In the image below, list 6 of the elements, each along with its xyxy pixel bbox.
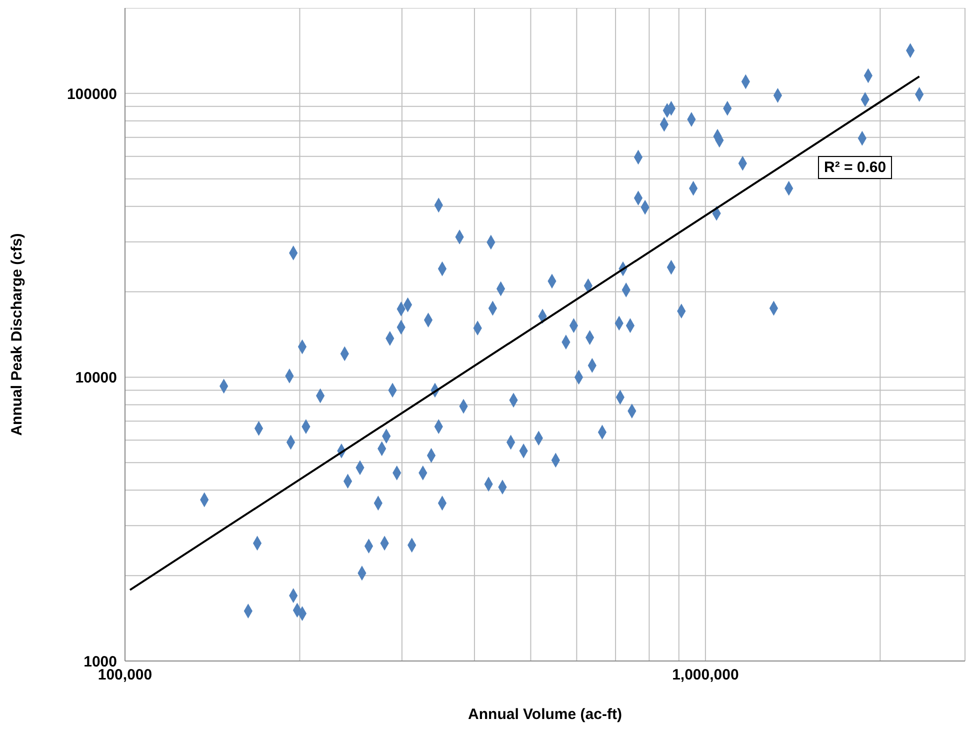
- x-axis-title: Annual Volume (ac-ft): [468, 706, 622, 723]
- y-tick-label: 10000: [75, 370, 117, 387]
- x-tick-label: 1,000,000: [672, 666, 739, 684]
- y-axis-title: Annual Peak Discharge (cfs): [8, 233, 26, 436]
- y-tick-label: 100000: [66, 86, 117, 103]
- annotation: R² = 0.60: [818, 156, 892, 179]
